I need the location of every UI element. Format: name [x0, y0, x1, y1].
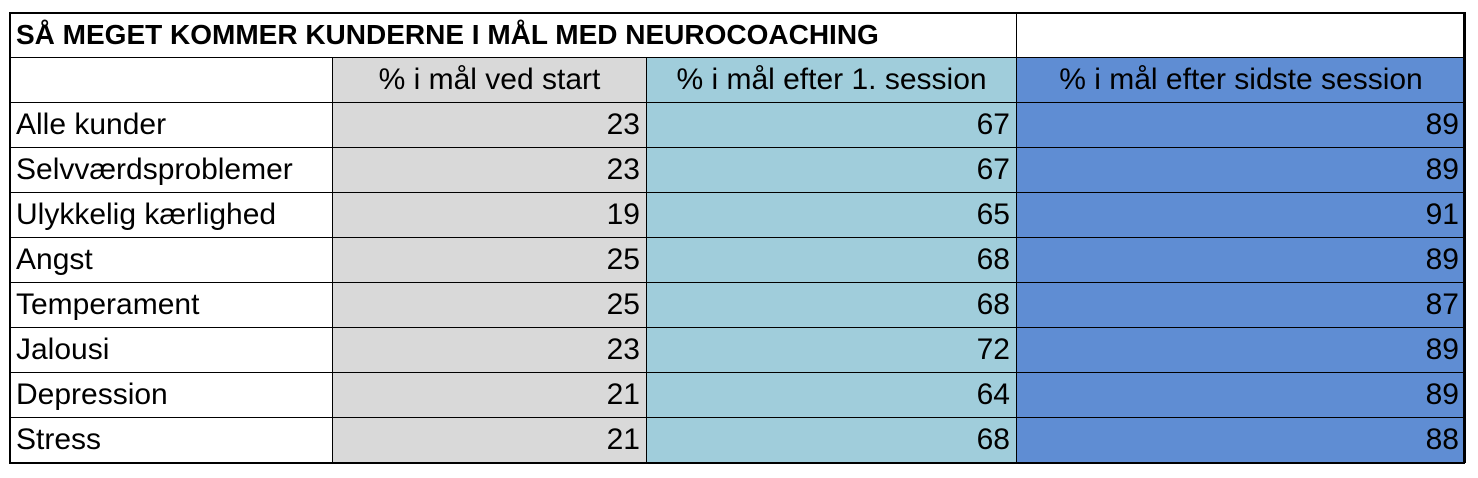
value-cell: 64: [646, 372, 1017, 418]
empty-cell: [1016, 12, 1466, 58]
row-label: Angst: [9, 237, 333, 283]
value-cell: 88: [1016, 417, 1466, 463]
value-cell: 23: [332, 102, 647, 148]
table-title: SÅ MEGET KOMMER KUNDERNE I MÅL MED NEURO…: [9, 12, 1017, 58]
value-cell: 89: [1016, 147, 1466, 193]
column-header: % i mål efter sidste session: [1016, 57, 1466, 103]
value-cell: 89: [1016, 237, 1466, 283]
value-cell: 72: [646, 327, 1017, 373]
value-cell: 91: [1016, 192, 1466, 238]
value-cell: 68: [646, 237, 1017, 283]
row-label: Selvværdsproblemer: [9, 147, 333, 193]
value-cell: 23: [332, 327, 647, 373]
row-label: Jalousi: [9, 327, 333, 373]
value-cell: 87: [1016, 282, 1466, 328]
value-cell: 68: [646, 417, 1017, 463]
value-cell: 25: [332, 282, 647, 328]
value-cell: 68: [646, 282, 1017, 328]
corner-cell: [9, 57, 333, 103]
value-cell: 89: [1016, 102, 1466, 148]
value-cell: 67: [646, 147, 1017, 193]
value-cell: 67: [646, 102, 1017, 148]
row-label: Ulykkelig kærlighed: [9, 192, 333, 238]
value-cell: 23: [332, 147, 647, 193]
row-label: Alle kunder: [9, 102, 333, 148]
row-label: Depression: [9, 372, 333, 418]
column-header: % i mål ved start: [332, 57, 647, 103]
value-cell: 89: [1016, 327, 1466, 373]
value-cell: 25: [332, 237, 647, 283]
row-label: Temperament: [9, 282, 333, 328]
column-header: % i mål efter 1. session: [646, 57, 1017, 103]
value-cell: 89: [1016, 372, 1466, 418]
row-label: Stress: [9, 417, 333, 463]
value-cell: 21: [332, 372, 647, 418]
value-cell: 65: [646, 192, 1017, 238]
value-cell: 21: [332, 417, 647, 463]
value-cell: 19: [332, 192, 647, 238]
